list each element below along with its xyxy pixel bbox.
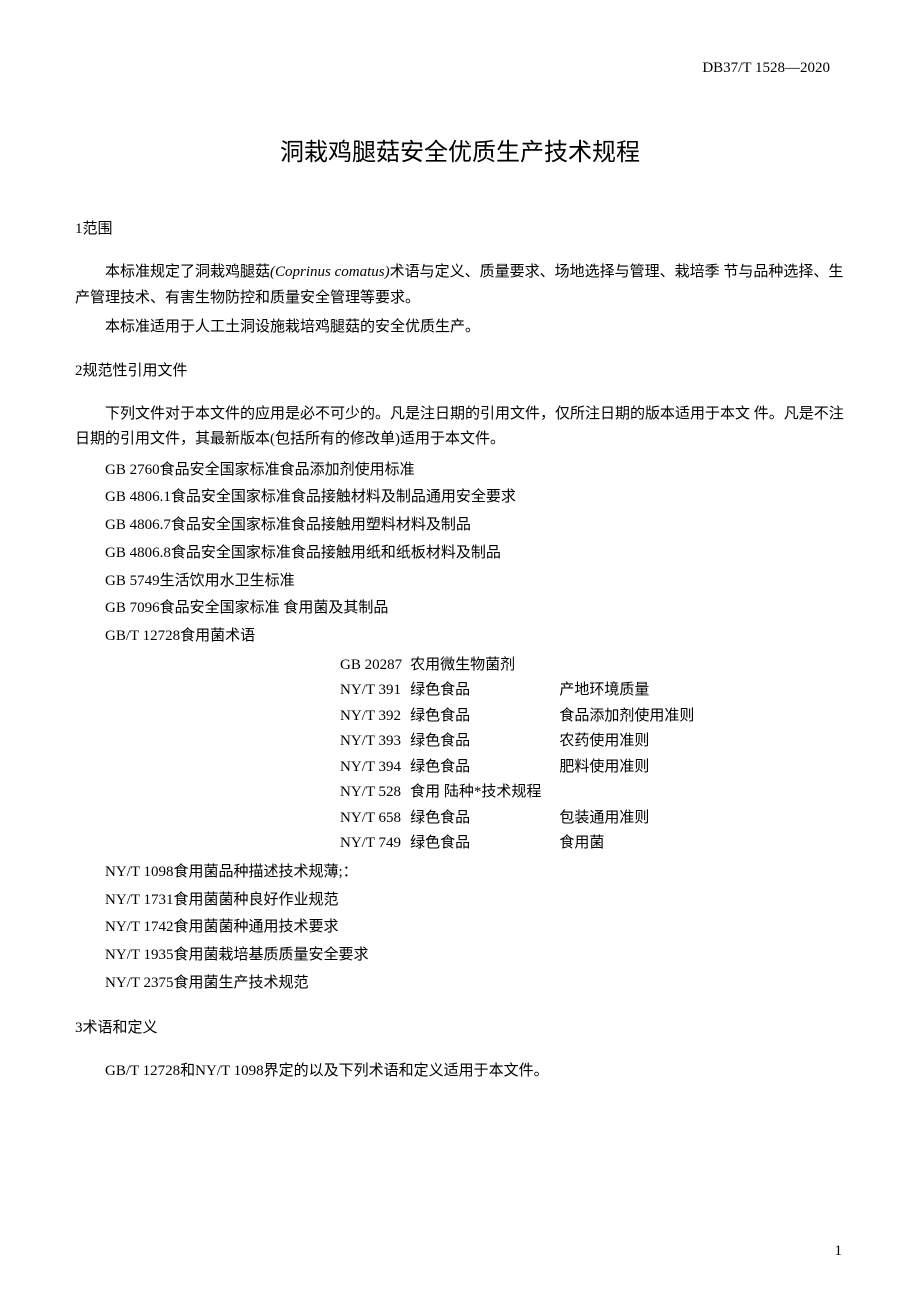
refs-table: GB 20287农用微生物菌剂NY/T 391绿色食品产地环境质量NY/T 39… <box>340 653 706 857</box>
ref-desc: 农药使用准则 <box>559 729 706 755</box>
ref-table-row: NY/T 392绿色食品食品添加剂使用准则 <box>340 704 706 730</box>
ref-line: GB 4806.1食品安全国家标准食品接触材料及制品通用安全要求 <box>75 484 845 512</box>
section-1: 1范围 本标准规定了洞栽鸡腿菇(Coprinus comatus)术语与定义、质… <box>75 217 845 341</box>
ref-mid: 绿色食品 <box>410 729 559 755</box>
ref-table-row: NY/T 394绿色食品肥料使用准则 <box>340 755 706 781</box>
ref-code: NY/T 528 <box>340 780 410 806</box>
ref-mid: 食用 陆种*技术规程 <box>410 780 559 806</box>
ref-table-row: NY/T 528食用 陆种*技术规程 <box>340 780 706 806</box>
doc-code: DB37/T 1528—2020 <box>702 60 830 76</box>
ref-mid: 绿色食品 <box>410 755 559 781</box>
ref-code: NY/T 394 <box>340 755 410 781</box>
ref-line: GB 5749生活饮用水卫生标准 <box>75 568 845 596</box>
ref-code: NY/T 658 <box>340 806 410 832</box>
ref-desc <box>559 653 706 679</box>
ref-line: NY/T 2375食用菌生产技术规范 <box>75 970 845 998</box>
s1-p1-latin: (Coprinus comatus) <box>270 264 390 280</box>
section-3-heading: 3术语和定义 <box>75 1016 845 1037</box>
ref-code: NY/T 749 <box>340 831 410 857</box>
ref-line: GB/T 12728食用菌术语 <box>75 623 845 651</box>
ref-desc: 产地环境质量 <box>559 678 706 704</box>
refs-table-wrap: GB 20287农用微生物菌剂NY/T 391绿色食品产地环境质量NY/T 39… <box>340 653 845 857</box>
ref-table-row: GB 20287农用微生物菌剂 <box>340 653 706 679</box>
ref-desc: 食用菌 <box>559 831 706 857</box>
ref-line: GB 7096食品安全国家标准 食用菌及其制品 <box>75 595 845 623</box>
document-code-header: DB37/T 1528—2020 <box>75 60 845 77</box>
ref-code: GB 20287 <box>340 653 410 679</box>
ref-mid: 农用微生物菌剂 <box>410 653 559 679</box>
s1-p1-pre: 本标准规定了洞栽鸡腿菇 <box>105 264 270 280</box>
ref-desc: 食品添加剂使用准则 <box>559 704 706 730</box>
section-1-p2: 本标准适用于人工土洞设施栽培鸡腿菇的安全优质生产。 <box>75 315 845 341</box>
section-3: 3术语和定义 GB/T 12728和NY/T 1098界定的以及下列术语和定义适… <box>75 1016 845 1085</box>
section-3-p1: GB/T 12728和NY/T 1098界定的以及下列术语和定义适用于本文件。 <box>75 1059 845 1085</box>
ref-code: NY/T 393 <box>340 729 410 755</box>
section-1-heading: 1范围 <box>75 217 845 238</box>
section-2-intro: 下列文件对于本文件的应用是必不可少的。凡是注日期的引用文件，仅所注日期的版本适用… <box>75 402 845 453</box>
section-2-heading: 2规范性引用文件 <box>75 359 845 380</box>
ref-desc <box>559 780 706 806</box>
ref-line: NY/T 1731食用菌菌种良好作业规范 <box>75 887 845 915</box>
ref-table-row: NY/T 393绿色食品农药使用准则 <box>340 729 706 755</box>
page-title: 洞栽鸡腿菇安全优质生产技术规程 <box>75 132 845 167</box>
ref-line: GB 4806.7食品安全国家标准食品接触用塑料材料及制品 <box>75 512 845 540</box>
ref-line: GB 2760食品安全国家标准食品添加剂使用标准 <box>75 457 845 485</box>
ref-table-row: NY/T 391绿色食品产地环境质量 <box>340 678 706 704</box>
section-1-body: 本标准规定了洞栽鸡腿菇(Coprinus comatus)术语与定义、质量要求、… <box>75 260 845 341</box>
ref-mid: 绿色食品 <box>410 704 559 730</box>
ref-table-row: NY/T 658绿色食品包装通用准则 <box>340 806 706 832</box>
ref-table-row: NY/T 749绿色食品食用菌 <box>340 831 706 857</box>
ref-code: NY/T 392 <box>340 704 410 730</box>
ref-desc: 肥料使用准则 <box>559 755 706 781</box>
ref-line: NY/T 1935食用菌栽培基质质量安全要求 <box>75 942 845 970</box>
ref-line: NY/T 1098食用菌品种描述技术规薄;： <box>75 859 845 887</box>
refs-block-2: NY/T 1098食用菌品种描述技术规薄;：NY/T 1731食用菌菌种良好作业… <box>75 859 845 998</box>
ref-mid: 绿色食品 <box>410 806 559 832</box>
page-number: 1 <box>835 1243 843 1260</box>
ref-line: GB 4806.8食品安全国家标准食品接触用纸和纸板材料及制品 <box>75 540 845 568</box>
ref-mid: 绿色食品 <box>410 678 559 704</box>
ref-code: NY/T 391 <box>340 678 410 704</box>
ref-line: NY/T 1742食用菌菌种通用技术要求 <box>75 914 845 942</box>
ref-mid: 绿色食品 <box>410 831 559 857</box>
section-2: 2规范性引用文件 下列文件对于本文件的应用是必不可少的。凡是注日期的引用文件，仅… <box>75 359 845 998</box>
refs-block-1: GB 2760食品安全国家标准食品添加剂使用标准GB 4806.1食品安全国家标… <box>75 457 845 651</box>
ref-desc: 包装通用准则 <box>559 806 706 832</box>
section-1-p1: 本标准规定了洞栽鸡腿菇(Coprinus comatus)术语与定义、质量要求、… <box>75 260 845 311</box>
